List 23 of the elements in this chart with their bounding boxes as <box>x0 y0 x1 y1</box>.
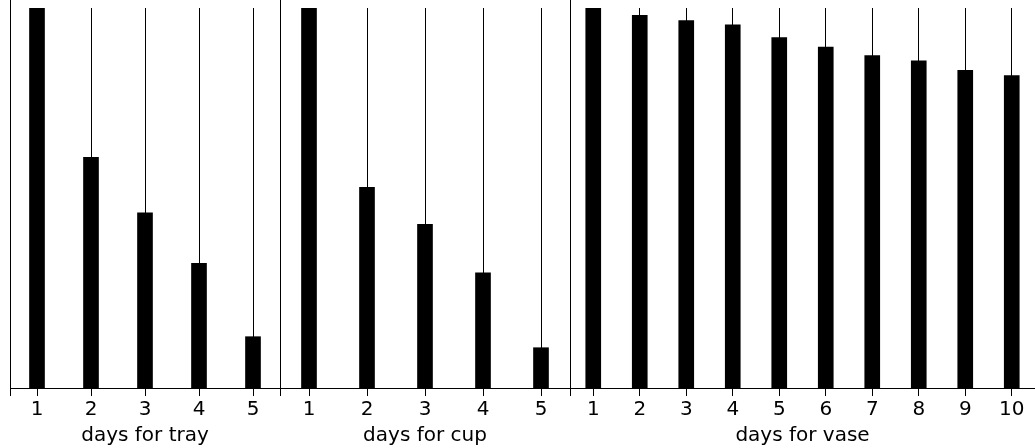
x-tick-label: 4 <box>192 396 206 421</box>
x-tick-label: 9 <box>958 396 972 421</box>
x-tick-label: 2 <box>360 396 374 421</box>
x-tick-label: 5 <box>246 396 260 421</box>
x-tick-label: 5 <box>534 396 548 421</box>
x-tick-label: 6 <box>819 396 833 421</box>
x-tick-label: 1 <box>586 396 600 421</box>
x-tick-label: 3 <box>418 396 432 421</box>
x-tick-label: 2 <box>633 396 647 421</box>
x-tick-label: 7 <box>865 396 879 421</box>
x-tick-label: 8 <box>912 396 926 421</box>
x-tick-label: 5 <box>772 396 786 421</box>
x-tick-label: 10 <box>999 396 1025 421</box>
x-axis-title: days for cup <box>363 422 487 447</box>
x-tick-label: 4 <box>476 396 490 421</box>
x-tick-label: 2 <box>84 396 98 421</box>
x-tick-label: 4 <box>726 396 740 421</box>
x-tick-label: 1 <box>302 396 316 421</box>
x-tick-label: 3 <box>679 396 693 421</box>
x-tick-label: 3 <box>138 396 152 421</box>
x-tick-label: 1 <box>30 396 44 421</box>
x-axis-title: days for vase <box>735 422 870 447</box>
x-axis-title: days for tray <box>81 422 209 447</box>
